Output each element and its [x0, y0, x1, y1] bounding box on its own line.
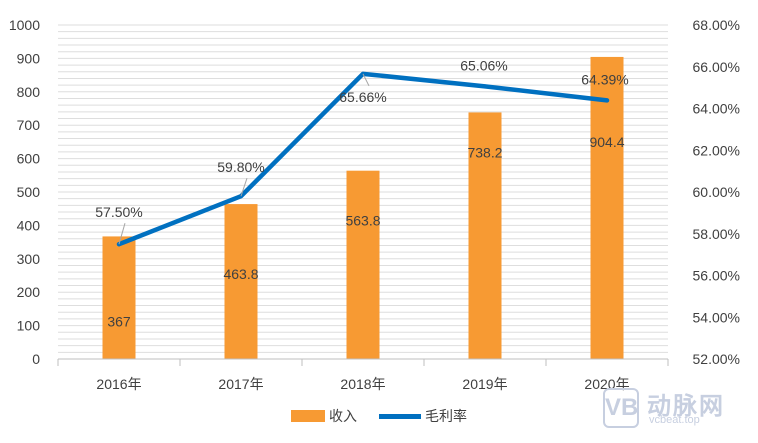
legend-label-revenue: 收入	[329, 408, 357, 424]
bar-value-label: 367	[107, 313, 131, 329]
y-right-tick-label: 56.00%	[693, 268, 740, 284]
legend-item-revenue: 收入	[291, 406, 357, 426]
watermark-logo: VB	[603, 388, 639, 428]
margin-value-label: 57.50%	[95, 204, 142, 220]
y-right-tick-label: 62.00%	[693, 142, 740, 158]
y-left-tick-label: 200	[17, 284, 41, 300]
margin-point-2019年	[483, 84, 487, 89]
x-tick-label: 2016年	[96, 376, 141, 392]
y-right-tick-label: 60.00%	[693, 184, 740, 200]
y-right-tick-label: 66.00%	[693, 59, 740, 75]
y-left-tick-label: 600	[17, 151, 41, 167]
y-right-tick-label: 68.00%	[693, 17, 740, 33]
y-left-tick-label: 1000	[9, 17, 40, 33]
bar-value-label: 904.4	[589, 134, 624, 150]
y-left-tick-label: 300	[17, 251, 41, 267]
legend: 收入 毛利率	[0, 406, 758, 426]
bar-value-label: 738.2	[467, 144, 502, 160]
y-left-tick-label: 400	[17, 217, 41, 233]
label-leader-line	[362, 73, 370, 87]
legend-label-margin: 毛利率	[425, 408, 467, 424]
bar-value-label: 563.8	[345, 213, 380, 229]
y-right-tick-label: 58.00%	[693, 226, 740, 242]
y-right-tick-label: 64.00%	[693, 101, 740, 117]
bar-value-label: 463.8	[223, 266, 258, 282]
watermark: VB 动脉网 vcbeat.top	[603, 384, 753, 436]
watermark-name: 动脉网	[647, 393, 725, 420]
bar-2019年	[468, 112, 502, 360]
data-labels: 367 463.8 563.8 738.2 904.4 57.50% 59.80% 65.66…	[95, 57, 628, 329]
axes: 0 100 200 300 400 500 600 700 800 900 1000 52.00% 54…	[9, 17, 740, 392]
bar-2016年	[102, 236, 136, 359]
watermark-site: vcbeat.top	[649, 414, 700, 426]
revenue-bars	[102, 56, 624, 360]
bar-2017年	[224, 204, 258, 359]
y-right-tick-label: 54.00%	[693, 309, 740, 325]
y-left-tick-label: 100	[17, 318, 41, 334]
y-left-tick-label: 800	[17, 84, 41, 100]
legend-swatch-revenue	[291, 410, 325, 422]
legend-item-margin: 毛利率	[379, 406, 467, 426]
bar-2018年	[346, 170, 380, 359]
label-leader-line	[240, 178, 248, 197]
x-tick-label: 2018年	[340, 376, 385, 392]
y-left-tick-label: 700	[17, 117, 41, 133]
y-right-tick-label: 52.00%	[693, 351, 740, 367]
y-left-tick-label: 500	[17, 184, 41, 200]
margin-value-label: 64.39%	[581, 71, 628, 87]
legend-swatch-margin	[379, 413, 421, 419]
bar-2020年	[590, 56, 624, 360]
label-leader-line	[118, 223, 126, 245]
margin-value-label: 65.66%	[339, 89, 386, 105]
margin-value-label: 65.06%	[460, 57, 507, 73]
x-tick-label: 2019年	[462, 376, 507, 392]
margin-point-2020年	[605, 98, 609, 103]
y-left-tick-label: 0	[32, 351, 40, 367]
y-left-tick-label: 900	[17, 50, 41, 66]
x-tick-label: 2017年	[218, 376, 263, 392]
margin-value-label: 59.80%	[217, 159, 264, 175]
